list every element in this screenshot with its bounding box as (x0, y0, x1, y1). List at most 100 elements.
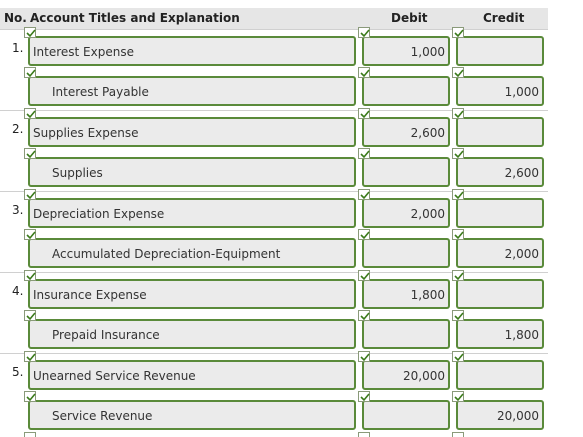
check-icon (24, 67, 36, 78)
check-icon (452, 432, 464, 437)
check-icon (24, 108, 36, 119)
check-icon (452, 391, 464, 402)
entry-divider (0, 191, 548, 192)
entry-number: 5. (12, 365, 24, 379)
check-icon (452, 67, 464, 78)
debit-amount-field[interactable]: 1,800 (362, 279, 450, 309)
entry-divider (0, 353, 548, 354)
credit-amount-value: 2,600 (504, 166, 539, 180)
debit-amount-field[interactable] (362, 400, 450, 430)
check-icon (452, 27, 464, 38)
credit-account-value: Interest Payable (52, 85, 149, 99)
credit-amount-value: 1,000 (504, 85, 539, 99)
check-icon (358, 270, 370, 281)
check-icon (24, 432, 36, 437)
credit-amount-field[interactable] (456, 36, 544, 66)
debit-amount-value: 2,600 (410, 126, 445, 140)
debit-amount-field[interactable] (362, 238, 450, 268)
credit-amount-value: 20,000 (497, 409, 539, 423)
credit-account-field[interactable]: Service Revenue (28, 400, 356, 430)
check-icon (24, 148, 36, 159)
entry-divider (0, 110, 548, 111)
check-icon (358, 67, 370, 78)
credit-amount-field[interactable]: 1,000 (456, 76, 544, 106)
debit-amount-field[interactable] (362, 76, 450, 106)
check-icon (358, 391, 370, 402)
debit-account-field[interactable]: Insurance Expense (28, 279, 356, 309)
credit-amount-value: 2,000 (504, 247, 539, 261)
debit-amount-value: 20,000 (403, 369, 445, 383)
check-icon (358, 432, 370, 437)
credit-amount-field[interactable] (456, 279, 544, 309)
credit-amount-field[interactable]: 1,800 (456, 319, 544, 349)
credit-account-value: Accumulated Depreciation-Equipment (52, 247, 281, 261)
check-icon (24, 229, 36, 240)
table-header: No. Account Titles and Explanation Debit… (0, 8, 548, 29)
journal-entry: 5. Unearned Service Revenue 20,000 Servi… (0, 351, 548, 434)
credit-account-field[interactable]: Interest Payable (28, 76, 356, 106)
credit-account-value: Service Revenue (52, 409, 153, 423)
check-icon (358, 189, 370, 200)
check-icon (24, 189, 36, 200)
debit-account-value: Insurance Expense (33, 288, 147, 302)
debit-account-field[interactable]: Depreciation Expense (28, 198, 356, 228)
entry-divider (0, 272, 548, 273)
credit-account-field[interactable]: Supplies (28, 157, 356, 187)
check-icon (358, 27, 370, 38)
debit-account-value: Interest Expense (33, 45, 134, 59)
header-credit: Credit (483, 11, 525, 25)
credit-amount-field[interactable]: 20,000 (456, 400, 544, 430)
credit-amount-field[interactable] (456, 117, 544, 147)
check-icon (24, 27, 36, 38)
debit-amount-value: 1,000 (410, 45, 445, 59)
check-icon (452, 310, 464, 321)
credit-account-value: Prepaid Insurance (52, 328, 160, 342)
debit-amount-field[interactable]: 20,000 (362, 360, 450, 390)
check-icon (358, 310, 370, 321)
debit-account-field[interactable]: Unearned Service Revenue (28, 360, 356, 390)
check-icon (358, 148, 370, 159)
entry-divider (0, 29, 548, 30)
header-account-titles: Account Titles and Explanation (30, 11, 240, 25)
journal-entry: 2. Supplies Expense 2,600 Supplies 2,600 (0, 108, 548, 191)
debit-account-field[interactable]: Supplies Expense (28, 117, 356, 147)
debit-amount-field[interactable]: 2,600 (362, 117, 450, 147)
debit-account-field[interactable]: Interest Expense (28, 36, 356, 66)
entry-number: 4. (12, 284, 24, 298)
debit-amount-field[interactable]: 2,000 (362, 198, 450, 228)
journal-entry: 3. Depreciation Expense 2,000 Accumulate… (0, 189, 548, 272)
credit-amount-field[interactable] (456, 198, 544, 228)
debit-account-value: Unearned Service Revenue (33, 369, 196, 383)
credit-account-value: Supplies (52, 166, 103, 180)
entry-number: 2. (12, 122, 24, 136)
check-icon (452, 351, 464, 362)
check-icon (24, 351, 36, 362)
check-icon (358, 351, 370, 362)
check-icon (452, 189, 464, 200)
journal-entry: 4. Insurance Expense 1,800 Prepaid Insur… (0, 270, 548, 353)
debit-amount-value: 2,000 (410, 207, 445, 221)
credit-amount-field[interactable]: 2,600 (456, 157, 544, 187)
header-debit: Debit (391, 11, 428, 25)
journal-entry: 1. Interest Expense 1,000 Interest Payab… (0, 27, 548, 110)
check-icon (358, 229, 370, 240)
check-icon (452, 148, 464, 159)
debit-amount-value: 1,800 (410, 288, 445, 302)
header-no: No. (4, 11, 27, 25)
check-icon (452, 229, 464, 240)
check-icon (358, 108, 370, 119)
credit-amount-field[interactable] (456, 360, 544, 390)
check-icon (452, 108, 464, 119)
check-icon (24, 310, 36, 321)
check-icon (24, 270, 36, 281)
credit-amount-value: 1,800 (504, 328, 539, 342)
debit-amount-field[interactable]: 1,000 (362, 36, 450, 66)
credit-account-field[interactable]: Accumulated Depreciation-Equipment (28, 238, 356, 268)
credit-account-field[interactable]: Prepaid Insurance (28, 319, 356, 349)
debit-amount-field[interactable] (362, 319, 450, 349)
debit-account-value: Depreciation Expense (33, 207, 165, 221)
entry-number: 3. (12, 203, 24, 217)
debit-amount-field[interactable] (362, 157, 450, 187)
credit-amount-field[interactable]: 2,000 (456, 238, 544, 268)
entry-number: 1. (12, 41, 24, 55)
